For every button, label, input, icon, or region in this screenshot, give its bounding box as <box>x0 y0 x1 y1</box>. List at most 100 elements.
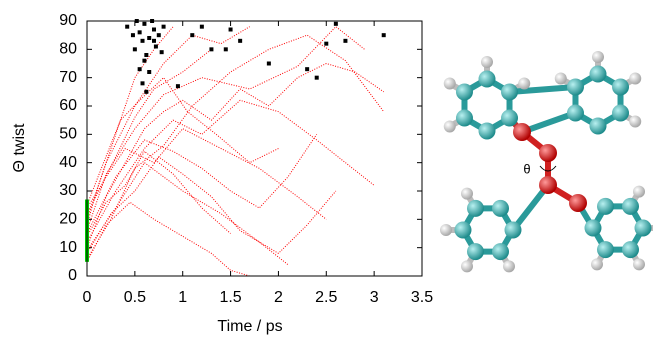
point <box>141 39 145 43</box>
x-tick-label: 3 <box>370 289 379 306</box>
carbon-atom <box>501 84 518 101</box>
point <box>200 25 204 29</box>
hydrogen-atom <box>592 51 604 63</box>
carbon-atom <box>612 79 629 96</box>
y-tick-label: 60 <box>59 97 77 114</box>
hydrogen-atom <box>633 186 645 198</box>
trajectory <box>87 151 231 236</box>
red-atom <box>513 123 531 141</box>
point <box>209 47 213 51</box>
trajectory <box>87 134 317 233</box>
point <box>147 36 151 40</box>
carbon-atom <box>635 220 652 237</box>
carbon-atom <box>467 200 484 217</box>
hydrogen-atom <box>444 121 456 133</box>
point <box>315 76 319 80</box>
point <box>157 33 161 37</box>
hydrogen-atom <box>440 224 452 236</box>
y-tick-label: 70 <box>59 69 77 86</box>
hydrogen-atom <box>444 78 456 90</box>
carbon-atom <box>597 198 614 215</box>
point <box>141 81 145 85</box>
carbon-atom <box>456 84 473 101</box>
carbon-atom <box>492 243 509 260</box>
point <box>125 25 129 29</box>
point <box>152 39 156 43</box>
hydrogen-atom <box>555 73 567 85</box>
carbon-atom <box>585 220 602 237</box>
y-tick-label: 50 <box>59 126 77 143</box>
carbon-atom <box>455 222 472 239</box>
point <box>152 28 156 32</box>
carbon-atom <box>479 123 496 140</box>
y-tick-label: 30 <box>59 182 77 199</box>
red-atom <box>539 176 557 194</box>
point <box>305 67 309 71</box>
hydrogen-atom <box>461 260 473 272</box>
trajectory <box>87 100 374 242</box>
carbon-atom <box>590 118 607 135</box>
hydrogen-atom <box>629 116 641 128</box>
point <box>343 39 347 43</box>
carbon-atom <box>467 243 484 260</box>
carbon-atom <box>479 71 496 88</box>
hydrogen-atom <box>591 258 603 270</box>
point <box>154 45 158 49</box>
angle-label: θ <box>523 161 530 176</box>
carbon-atom <box>567 79 584 96</box>
x-tick-label: 1 <box>178 289 187 306</box>
point <box>142 59 146 63</box>
red-atom <box>569 194 587 212</box>
point <box>176 84 180 88</box>
trajectory <box>87 27 250 220</box>
point <box>138 30 142 34</box>
x-tick-label: 2.5 <box>315 289 337 306</box>
y-tick-label: 0 <box>68 267 77 284</box>
point <box>324 42 328 46</box>
point <box>138 67 142 71</box>
trajectory <box>87 27 365 231</box>
point <box>267 62 271 66</box>
x-tick-label: 0.5 <box>124 289 146 306</box>
point <box>382 33 386 37</box>
x-tick-label: 2 <box>274 289 283 306</box>
carbon-atom <box>492 200 509 217</box>
point <box>334 22 338 26</box>
hydrogen-atom <box>481 56 493 68</box>
y-tick-label: 80 <box>59 41 77 58</box>
hydrogen-atom <box>518 78 530 90</box>
carbon-atom <box>505 222 522 239</box>
point <box>238 39 242 43</box>
plot-frame <box>87 21 422 276</box>
trajectory <box>87 157 336 253</box>
x-tick-label: 3.5 <box>411 289 433 306</box>
hydrogen-atom <box>629 73 641 85</box>
x-axis-label: Time / ps <box>217 318 282 335</box>
point <box>160 50 164 54</box>
trajectory <box>87 202 250 276</box>
trajectory <box>87 35 384 259</box>
y-tick-label: 20 <box>59 211 77 228</box>
point <box>190 33 194 37</box>
carbon-atom <box>590 66 607 83</box>
chart: Time / ps Θ twist θ 0 0.5 1 1.5 2 2.5 3 3.5 0 10 2… <box>0 0 653 338</box>
point <box>144 53 148 57</box>
point <box>142 22 146 26</box>
point <box>131 33 135 37</box>
hydrogen-atom <box>633 258 645 270</box>
y-tick-label: 10 <box>59 239 77 256</box>
carbon-atom <box>622 198 639 215</box>
point <box>133 47 137 51</box>
red-atom <box>539 144 557 162</box>
carbon-atom <box>456 110 473 127</box>
carbon-atom <box>597 241 614 258</box>
y-tick-label: 40 <box>59 154 77 171</box>
trajectory <box>87 163 288 265</box>
point <box>147 70 151 74</box>
x-tick-label: 1.5 <box>219 289 241 306</box>
y-axis-label: Θ twist <box>11 123 28 172</box>
point <box>229 28 233 32</box>
x-tick-label: 0 <box>83 289 92 306</box>
point <box>162 25 166 29</box>
hydrogen-atom <box>461 188 473 200</box>
